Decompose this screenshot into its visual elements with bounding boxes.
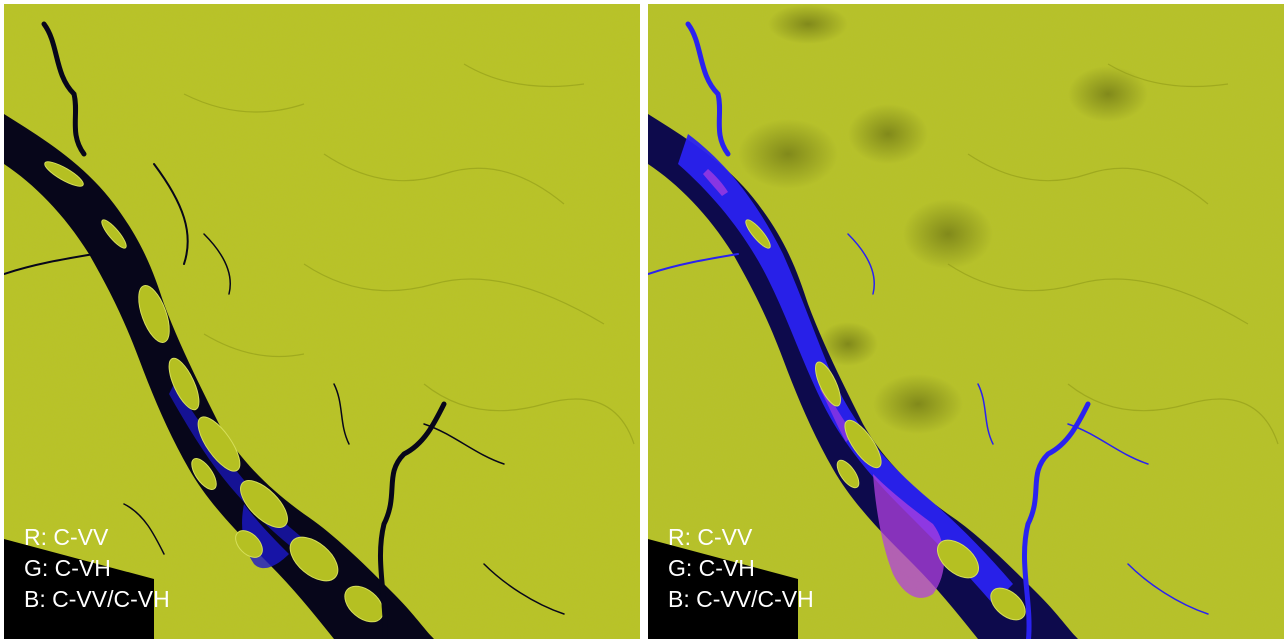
tributaries xyxy=(4,21,565,639)
river-islands xyxy=(745,219,1026,621)
legend-blue-band: B: C-VV/C-VH xyxy=(24,586,170,612)
terrain-ridges xyxy=(947,63,1279,445)
sar-composite-left xyxy=(4,4,640,639)
band-legend: R: C-VV G: C-VH B: C-VV/C-VH xyxy=(24,522,170,615)
legend-blue-band: B: C-VV/C-VH xyxy=(668,586,814,612)
sar-composite-right xyxy=(648,4,1284,639)
tributaries xyxy=(648,21,1209,639)
river-islands xyxy=(44,161,384,623)
legend-green-band: G: C-VH xyxy=(24,555,111,581)
dark-patches xyxy=(738,4,1148,434)
terrain-ridges xyxy=(183,63,635,445)
legend-red-band: R: C-VV xyxy=(24,524,109,550)
legend-green-band: G: C-VH xyxy=(668,555,755,581)
no-data-corner xyxy=(648,539,798,639)
sar-image-panel-left: R: C-VV G: C-VH B: C-VV/C-VH xyxy=(4,4,640,639)
band-legend: R: C-VV G: C-VH B: C-VV/C-VH xyxy=(668,522,814,615)
legend-red-band: R: C-VV xyxy=(668,524,753,550)
no-data-corner xyxy=(4,539,154,639)
sar-image-panel-right: R: C-VV G: C-VH B: C-VV/C-VH xyxy=(648,4,1284,639)
